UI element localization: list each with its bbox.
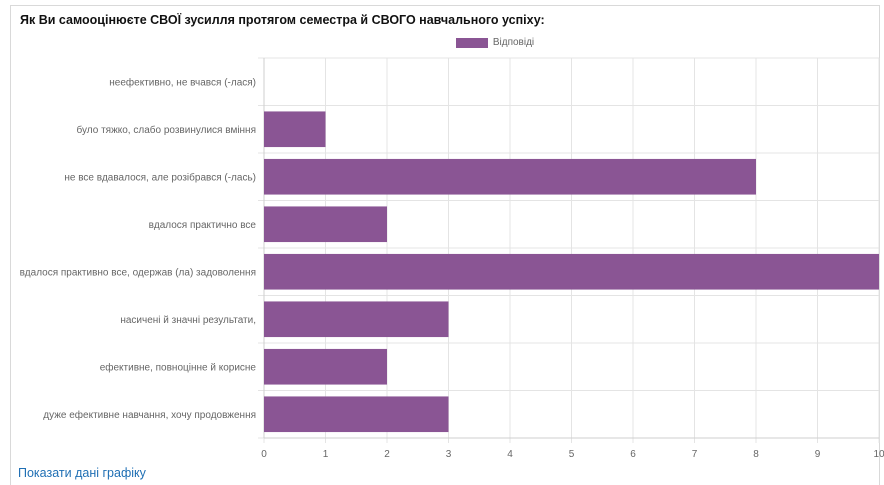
chart-grid xyxy=(258,57,880,443)
chart-labels: 0 1 2 3 4 5 6 7 8 9 10 неефективно, не вчався (-лас… xyxy=(20,76,884,460)
bar[interactable] xyxy=(264,158,756,195)
x-tick-label: 8 xyxy=(753,449,759,460)
x-tick-label: 10 xyxy=(873,449,884,460)
x-tick-label: 3 xyxy=(446,449,452,460)
chart-title: Як Ви самооцінюєте СВОЇ зусилля протягом… xyxy=(20,13,545,27)
category-label: ефективне, повноцінне й корисне xyxy=(100,361,257,373)
bar[interactable] xyxy=(264,348,387,385)
category-label: було тяжко, слабо розвинулися вміння xyxy=(77,124,257,136)
x-tick-label: 2 xyxy=(384,449,390,460)
bar[interactable] xyxy=(264,301,449,338)
x-tick-label: 9 xyxy=(815,449,821,460)
x-tick-label: 0 xyxy=(261,449,267,460)
bar[interactable] xyxy=(264,253,879,290)
show-chart-data-link[interactable]: Показати дані графіку xyxy=(18,466,146,480)
category-label: неефективно, не вчався (-лася) xyxy=(109,76,256,88)
category-label: вдалося практивно все, одержав (ла) задо… xyxy=(20,267,256,278)
x-tick-label: 7 xyxy=(692,449,698,460)
legend-swatch xyxy=(455,37,488,48)
bar[interactable] xyxy=(264,206,387,243)
category-label: вдалося практично все xyxy=(149,220,257,231)
x-tick-label: 6 xyxy=(630,449,636,460)
category-label: не все вдавалося, але розібрався (-лась) xyxy=(64,171,256,183)
category-label: насичені й значні результати, xyxy=(120,315,256,326)
chart-legend[interactable]: Відповіді xyxy=(11,37,879,48)
category-label: дуже ефективне навчання, хочу продовженн… xyxy=(43,409,256,421)
x-tick-label: 5 xyxy=(569,449,575,460)
bar[interactable] xyxy=(264,396,449,433)
legend-label: Відповіді xyxy=(492,37,535,48)
bar[interactable] xyxy=(264,111,326,148)
x-tick-label: 4 xyxy=(507,449,513,460)
chart-bars xyxy=(264,111,879,433)
x-tick-label: 1 xyxy=(323,449,329,460)
